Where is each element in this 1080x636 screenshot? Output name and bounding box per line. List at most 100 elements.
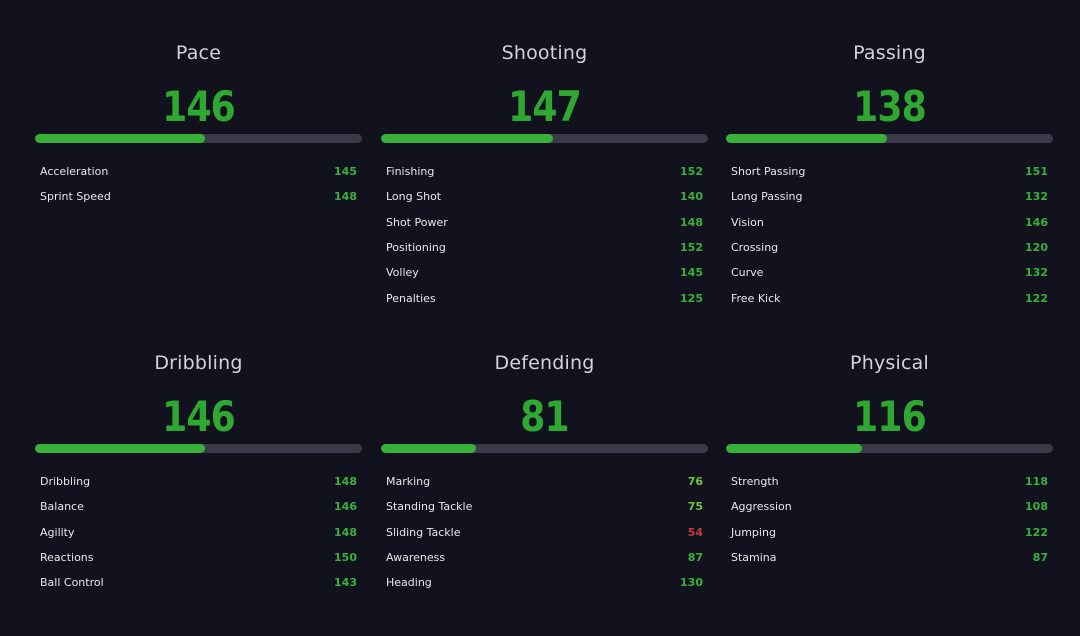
stat-value: 145 [334, 165, 357, 179]
stat-name: Shot Power [386, 215, 448, 229]
card-title: Defending [494, 352, 595, 374]
rating-bar-track [35, 134, 362, 143]
stat-name: Agility [40, 525, 75, 539]
stat-name: Aggression [731, 500, 792, 514]
stat-name: Marking [386, 475, 431, 489]
stat-value: 148 [334, 190, 357, 204]
rating-bar-track [35, 444, 362, 453]
rating-bar-track [726, 444, 1053, 453]
rating-bar-fill [35, 134, 206, 143]
card-rating: 116 [853, 392, 927, 441]
stat-row-vision: Vision 146 [731, 210, 1048, 235]
stat-value: 75 [687, 500, 703, 514]
stat-value: 122 [1025, 525, 1048, 539]
stat-list: Short Passing 151 Long Passing 132 Visio… [731, 159, 1048, 311]
stat-name: Ball Control [40, 576, 104, 590]
stat-value: 148 [680, 215, 703, 229]
stat-value: 152 [680, 165, 703, 179]
stat-row-aggression: Aggression 108 [731, 494, 1048, 519]
rating-bar-track [381, 444, 708, 453]
stat-list: Finishing 152 Long Shot 140 Shot Power 1… [386, 159, 703, 311]
stat-list: Marking 76 Standing Tackle 75 Sliding Ta… [386, 469, 703, 595]
stat-row-curve: Curve 132 [731, 260, 1048, 285]
stat-row-crossing: Crossing 120 [731, 235, 1048, 260]
rating-bar-fill [726, 134, 888, 143]
stat-name: Reactions [40, 551, 94, 565]
stat-row-dribbling: Dribbling 148 [40, 469, 357, 494]
stat-value: 76 [687, 475, 703, 489]
stat-name: Long Passing [731, 190, 803, 204]
stat-value: 148 [334, 475, 357, 489]
card-rating: 81 [520, 392, 569, 441]
stat-value: 145 [680, 266, 703, 280]
stat-list: Strength 118 Aggression 108 Jumping 122 … [731, 469, 1048, 570]
stat-value: 146 [334, 500, 357, 514]
stat-name: Short Passing [731, 165, 806, 179]
card-title: Pace [175, 42, 222, 64]
stat-row-long-shot: Long Shot 140 [386, 184, 703, 209]
stat-value: 146 [1025, 215, 1048, 229]
rating-bar-fill [381, 444, 476, 453]
stat-row-balance: Balance 146 [40, 494, 357, 519]
stat-row-free-kick: Free Kick 122 [731, 285, 1048, 310]
stat-row-reactions: Reactions 150 [40, 545, 357, 570]
stat-value: 122 [1025, 291, 1048, 305]
stat-name: Sliding Tackle [386, 525, 461, 539]
stat-name: Long Shot [386, 190, 442, 204]
stat-row-stamina: Stamina 87 [731, 545, 1048, 570]
stat-name: Heading [386, 576, 432, 590]
card-title: Physical [850, 352, 929, 374]
stat-value: 132 [1025, 266, 1048, 280]
stat-value: 148 [334, 525, 357, 539]
stat-name: Dribbling [40, 475, 91, 489]
stat-value: 152 [680, 241, 703, 255]
stat-value: 130 [680, 576, 703, 590]
card-rating: 138 [853, 82, 927, 131]
rating-bar-fill [35, 444, 206, 453]
stat-name: Positioning [386, 241, 446, 255]
rating-bar-fill [726, 444, 862, 453]
stat-name: Balance [40, 500, 84, 514]
stat-row-strength: Strength 118 [731, 469, 1048, 494]
stat-row-agility: Agility 148 [40, 520, 357, 545]
stat-name: Strength [731, 475, 779, 489]
card-rating: 146 [162, 392, 236, 441]
card-title: Shooting [501, 42, 588, 64]
stat-row-acceleration: Acceleration 145 [40, 159, 357, 184]
stat-row-standing-tackle: Standing Tackle 75 [386, 494, 703, 519]
stat-name: Stamina [731, 551, 777, 565]
stat-row-jumping: Jumping 122 [731, 520, 1048, 545]
stat-name: Crossing [731, 241, 779, 255]
card-rating: 146 [162, 82, 236, 131]
stat-value: 87 [1032, 551, 1048, 565]
stat-name: Finishing [386, 165, 435, 179]
stat-value: 151 [1025, 165, 1048, 179]
stat-value: 87 [687, 551, 703, 565]
rating-bar-track [726, 134, 1053, 143]
card-rating: 147 [508, 82, 582, 131]
stat-row-ball-control: Ball Control 143 [40, 570, 357, 595]
stat-row-short-passing: Short Passing 151 [731, 159, 1048, 184]
stat-name: Standing Tackle [386, 500, 473, 514]
stat-name: Free Kick [731, 291, 781, 305]
stat-row-long-passing: Long Passing 132 [731, 184, 1048, 209]
stat-row-finishing: Finishing 152 [386, 159, 703, 184]
stat-row-volley: Volley 145 [386, 260, 703, 285]
stat-value: 125 [680, 291, 703, 305]
stat-value: 54 [687, 525, 703, 539]
stat-name: Sprint Speed [40, 190, 111, 204]
stat-name: Jumping [731, 525, 776, 539]
rating-bar-fill [381, 134, 553, 143]
stat-value: 120 [1025, 241, 1048, 255]
stat-value: 143 [334, 576, 357, 590]
stat-row-sliding-tackle: Sliding Tackle 54 [386, 520, 703, 545]
stat-value: 108 [1025, 500, 1048, 514]
stat-name: Acceleration [40, 165, 109, 179]
stat-list: Dribbling 148 Balance 146 Agility 148 Re… [40, 469, 357, 595]
stat-row-marking: Marking 76 [386, 469, 703, 494]
stat-row-positioning: Positioning 152 [386, 235, 703, 260]
stat-list: Acceleration 145 Sprint Speed 148 [40, 159, 357, 210]
stat-name: Penalties [386, 291, 436, 305]
stat-name: Vision [731, 215, 764, 229]
stat-row-sprint-speed: Sprint Speed 148 [40, 184, 357, 209]
